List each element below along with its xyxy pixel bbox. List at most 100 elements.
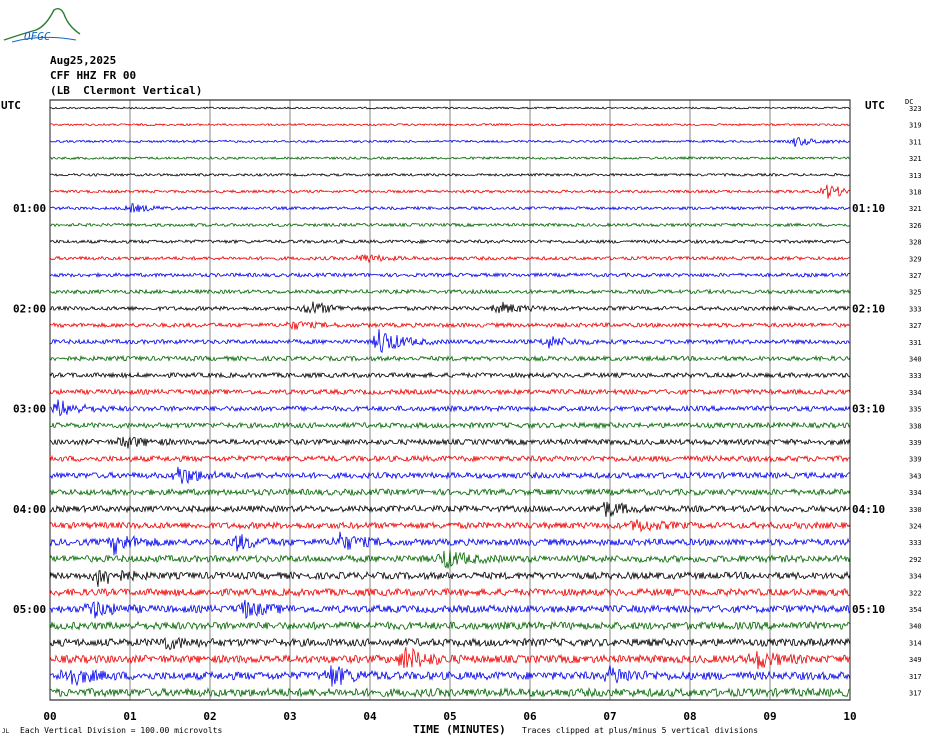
seismic-trace	[49, 371, 851, 380]
seismic-trace	[50, 156, 851, 161]
dc-offset-label: 339	[909, 456, 922, 464]
x-tick-label: 02	[203, 710, 216, 723]
dc-offset-label: 311	[909, 138, 922, 146]
right-time-label: 04:10	[852, 503, 885, 516]
dc-offset-label: 335	[909, 406, 922, 414]
x-tick-label: 08	[683, 710, 696, 723]
x-axis-label: TIME (MINUTES)	[413, 723, 506, 736]
dc-offset-label: 339	[909, 439, 922, 447]
left-time-label: 03:00	[13, 403, 46, 416]
dc-offset-label: 343	[909, 472, 922, 480]
dc-offset-label: 313	[909, 172, 922, 180]
clip-note: Traces clipped at plus/minus 5 vertical …	[522, 726, 759, 735]
x-tick-label: 01	[123, 710, 137, 723]
dc-offset-label: 330	[909, 506, 922, 514]
dc-offset-label: 328	[909, 239, 922, 247]
dc-offset-label: 338	[909, 422, 922, 430]
seismic-trace	[49, 238, 851, 245]
seismic-trace	[49, 487, 851, 497]
seismic-trace	[49, 354, 851, 363]
dc-offset-label: 321	[909, 155, 922, 163]
left-time-label: 01:00	[13, 202, 46, 215]
seismic-trace	[49, 137, 851, 147]
seismic-trace	[49, 253, 851, 264]
right-time-label: 05:10	[852, 603, 885, 616]
dc-offset-label: 322	[909, 589, 922, 597]
dc-offset-label: 321	[909, 205, 922, 213]
seismic-trace	[49, 686, 850, 698]
x-tick-label: 05	[443, 710, 456, 723]
x-tick-label: 03	[283, 710, 296, 723]
dc-offset-label: 334	[909, 573, 922, 581]
seismic-trace	[49, 665, 851, 687]
dc-offset-label: 326	[909, 222, 922, 230]
dc-offset-label: 349	[909, 656, 922, 664]
seismic-trace	[49, 647, 851, 670]
seismic-trace	[49, 569, 851, 587]
dc-offset-label: 325	[909, 289, 922, 297]
seismic-trace	[49, 501, 851, 518]
dc-offset-label: 317	[909, 690, 922, 698]
dc-offset-label: 317	[909, 673, 922, 681]
seismic-trace	[49, 329, 851, 354]
left-time-label: 04:00	[13, 503, 46, 516]
dc-offset-label: 323	[909, 105, 922, 113]
seismic-trace	[49, 320, 851, 331]
dc-offset-label: 329	[909, 255, 922, 263]
seismic-trace	[49, 531, 851, 556]
left-time-label: 02:00	[13, 302, 46, 315]
dc-offset-label: 334	[909, 389, 922, 397]
seismic-trace	[49, 549, 851, 569]
x-tick-label: 09	[763, 710, 776, 723]
left-axis-title: UTC	[1, 99, 21, 112]
seismic-trace	[49, 222, 851, 228]
x-tick-label: 10	[843, 710, 856, 723]
right-time-label: 02:10	[852, 302, 885, 315]
dc-offset-label: 319	[909, 122, 922, 130]
footer-mark: JL	[2, 728, 10, 735]
division-note: Each Vertical Division = 100.00 microvol…	[20, 726, 223, 735]
dc-column-title: DC	[905, 98, 914, 106]
dc-offset-label: 333	[909, 372, 922, 380]
left-time-label: 05:00	[13, 603, 46, 616]
seismic-trace	[49, 519, 851, 533]
dc-offset-label: 318	[909, 189, 922, 197]
ofgc-logo: OFGC	[3, 7, 81, 43]
dc-offset-label: 340	[909, 356, 922, 364]
seismic-trace	[49, 203, 851, 213]
seismic-trace	[49, 421, 851, 430]
logo-text: OFGC	[24, 30, 51, 43]
seismic-trace	[49, 122, 851, 127]
right-axis-title: UTC	[865, 99, 885, 112]
dc-offset-label: 333	[909, 305, 922, 313]
seismic-trace	[49, 587, 851, 598]
seismic-trace	[49, 636, 851, 651]
seismic-trace	[49, 387, 851, 396]
seismic-trace	[49, 399, 851, 417]
x-tick-label: 07	[603, 710, 616, 723]
seismic-trace	[49, 436, 851, 449]
dc-offset-label: 327	[909, 322, 922, 330]
seismic-trace	[49, 454, 851, 463]
dc-offset-label: 354	[909, 606, 922, 614]
dc-offset-label: 327	[909, 272, 922, 280]
dc-offset-label: 334	[909, 489, 922, 497]
station-code: CFF HHZ FR 00	[50, 69, 137, 82]
seismic-trace	[49, 106, 851, 110]
seismic-trace	[49, 466, 850, 485]
seismic-trace	[49, 620, 851, 631]
dc-offset-label: 292	[909, 556, 922, 564]
right-time-label: 01:10	[852, 202, 885, 215]
x-tick-label: 00	[43, 710, 56, 723]
seismic-trace	[49, 599, 851, 620]
station-location: (LB Clermont Vertical)	[50, 84, 203, 97]
dc-offset-label: 333	[909, 539, 922, 547]
dc-offset-label: 331	[909, 339, 922, 347]
seismic-trace	[49, 288, 851, 295]
x-tick-label: 04	[363, 710, 377, 723]
seismic-trace	[49, 271, 851, 278]
dc-offset-label: 324	[909, 523, 922, 531]
dc-offset-label: 314	[909, 639, 922, 647]
